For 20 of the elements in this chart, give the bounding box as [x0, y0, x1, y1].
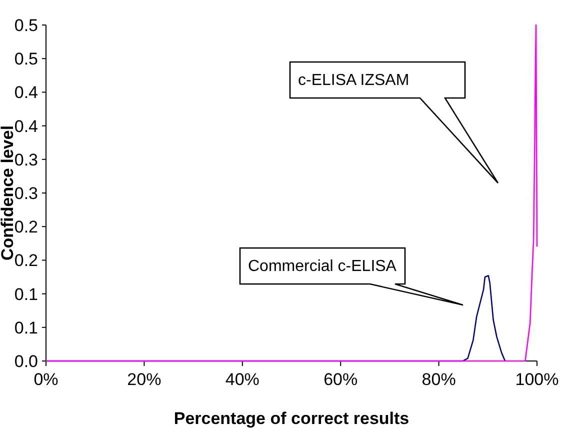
x-tick-label: 80% [422, 370, 456, 389]
y-tick-label: 0.3 [14, 184, 38, 203]
x-tick-label: 20% [127, 370, 162, 389]
x-tick-label: 0% [34, 370, 58, 389]
y-tick-label: 0.2 [14, 251, 38, 270]
y-tick-label: 0.4 [14, 83, 38, 102]
x-tick-label: 40% [225, 370, 260, 389]
annotation: Commercial c-ELISA [248, 258, 397, 275]
y-tick-label: 0.3 [14, 150, 38, 170]
y-tick-label: 0.4 [14, 116, 38, 136]
x-tick-label: 100% [515, 370, 559, 389]
y-tick-label: 0.2 [14, 218, 38, 237]
y-tick-label: 0.0 [14, 352, 38, 371]
y-tick-label: 0.5 [14, 50, 38, 69]
x-tick-label: 60% [324, 370, 358, 389]
annotation: c-ELISA IZSAM [298, 72, 410, 89]
y-tick-label: 0.5 [14, 16, 38, 35]
y-tick-label: 0.1 [14, 284, 38, 304]
y-tick-label: 0.1 [14, 318, 38, 338]
x-axis-title: Percentage of correct results [174, 409, 410, 428]
